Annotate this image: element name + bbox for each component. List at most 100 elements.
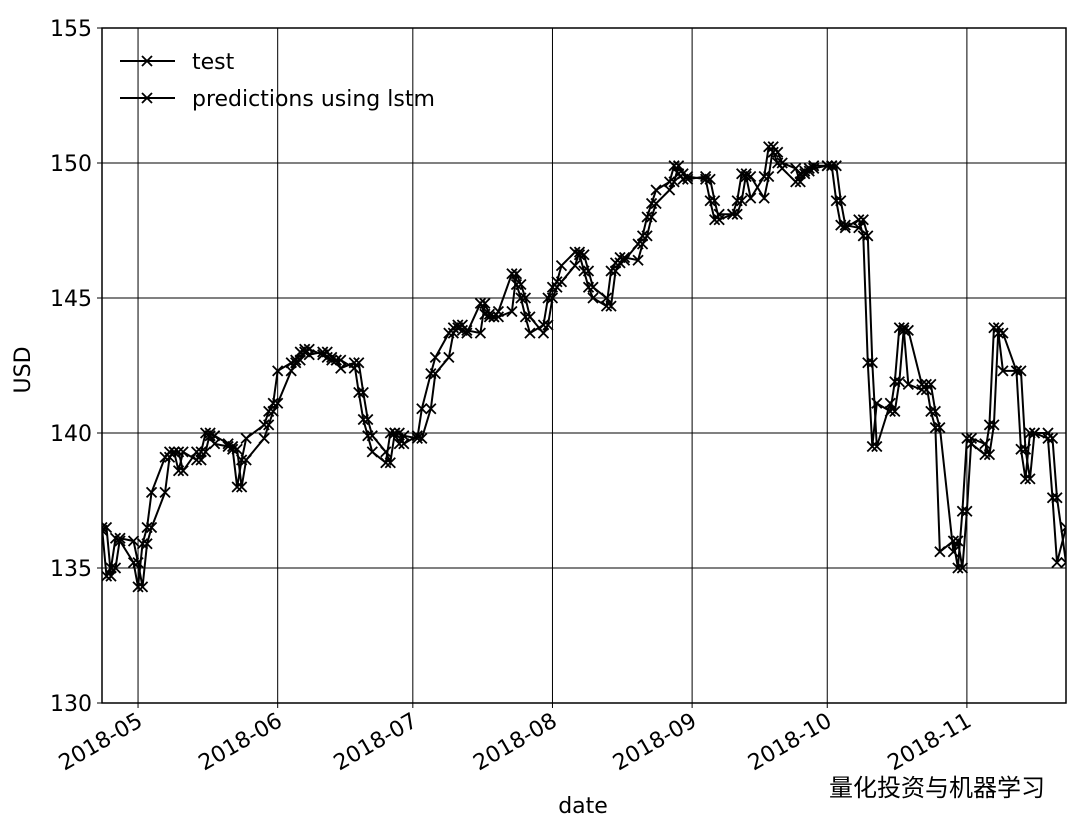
point-marker: [587, 281, 599, 293]
point-marker: [699, 173, 712, 185]
point-marker: [1051, 492, 1063, 504]
point-marker: [866, 357, 878, 369]
point-marker: [1019, 443, 1032, 455]
point-marker: [524, 311, 536, 323]
point-marker: [582, 265, 595, 277]
point-marker: [240, 432, 252, 445]
point-marker: [776, 157, 788, 169]
point-marker: [537, 327, 550, 339]
plot-frame: [101, 27, 1067, 704]
point-marker: [997, 327, 1009, 339]
point-marker: [1060, 556, 1066, 569]
point-marker: [839, 219, 851, 231]
point-marker: [965, 432, 978, 445]
y-tick-label: 130: [50, 692, 92, 717]
point-marker: [1015, 365, 1027, 377]
point-marker: [857, 214, 869, 226]
point-marker: [578, 249, 590, 261]
point-marker: [136, 581, 149, 593]
point-marker: [172, 446, 185, 458]
point-marker: [380, 446, 392, 458]
point-marker: [835, 195, 847, 207]
point-marker: [362, 413, 374, 426]
point-marker: [177, 465, 189, 477]
point-marker: [326, 354, 338, 366]
point-marker: [483, 311, 496, 323]
point-marker: [1028, 427, 1041, 439]
point-marker: [555, 276, 568, 288]
point-marker: [524, 327, 536, 339]
point-marker: [542, 319, 554, 331]
point-marker: [132, 556, 144, 569]
point-marker: [366, 446, 378, 458]
point-marker: [145, 486, 158, 499]
point-marker: [830, 160, 842, 172]
point-marker: [704, 173, 716, 185]
point-marker: [515, 278, 527, 291]
point-marker: [727, 208, 739, 220]
point-marker: [758, 192, 770, 204]
point-marker: [672, 160, 685, 172]
point-marker: [258, 432, 270, 445]
point-marker: [393, 427, 405, 439]
point-marker: [668, 176, 680, 188]
point-marker: [1051, 556, 1063, 569]
point-marker: [663, 184, 676, 196]
point-marker: [461, 327, 473, 339]
point-marker: [956, 562, 969, 574]
point-marker: [745, 192, 757, 204]
y-tick-label: 150: [50, 152, 92, 177]
point-marker: [231, 443, 243, 455]
point-marker: [190, 446, 203, 458]
y-axis-label: USD: [11, 346, 36, 393]
point-marker: [961, 505, 973, 517]
point-marker: [506, 305, 518, 318]
point-marker: [330, 354, 342, 366]
point-marker: [199, 446, 212, 458]
point-marker: [479, 297, 491, 310]
point-marker: [808, 162, 820, 175]
point-marker: [1024, 473, 1036, 485]
point-marker: [763, 170, 775, 183]
point-marker: [708, 195, 721, 207]
point-marker: [105, 570, 117, 582]
y-tick-label: 135: [50, 557, 92, 582]
point-marker: [934, 546, 946, 558]
point-marker: [947, 546, 960, 558]
point-marker: [519, 292, 532, 304]
point-marker: [641, 230, 653, 242]
point-marker: [902, 324, 914, 337]
point-marker: [997, 365, 1009, 377]
point-marker: [632, 254, 644, 266]
point-marker: [492, 311, 505, 323]
point-marker: [294, 354, 306, 366]
point-marker: [145, 521, 158, 534]
point-marker: [267, 405, 279, 418]
y-tick-label: 155: [50, 17, 92, 42]
point-marker: [384, 457, 396, 469]
point-marker: [636, 238, 649, 250]
point-marker: [416, 403, 428, 415]
point-marker: [839, 222, 851, 234]
plot-area: [102, 141, 1066, 593]
point-marker: [902, 378, 914, 391]
point-marker: [650, 184, 662, 196]
point-marker: [605, 300, 617, 312]
point-marker: [411, 432, 423, 445]
point-marker: [736, 195, 748, 207]
point-marker: [862, 357, 874, 369]
point-marker: [1010, 365, 1023, 377]
point-marker: [618, 251, 631, 264]
point-marker: [645, 211, 658, 223]
point-marker: [731, 208, 743, 220]
point-marker: [429, 351, 441, 364]
point-marker: [240, 454, 252, 466]
point-marker: [1046, 432, 1059, 445]
point-marker: [713, 214, 725, 226]
legend-label: predictions using lstm: [192, 87, 435, 112]
point-marker: [236, 481, 248, 493]
legend-marker: [141, 92, 153, 104]
point-marker: [303, 343, 315, 355]
legend-label: test: [192, 50, 235, 75]
point-marker: [555, 259, 568, 272]
